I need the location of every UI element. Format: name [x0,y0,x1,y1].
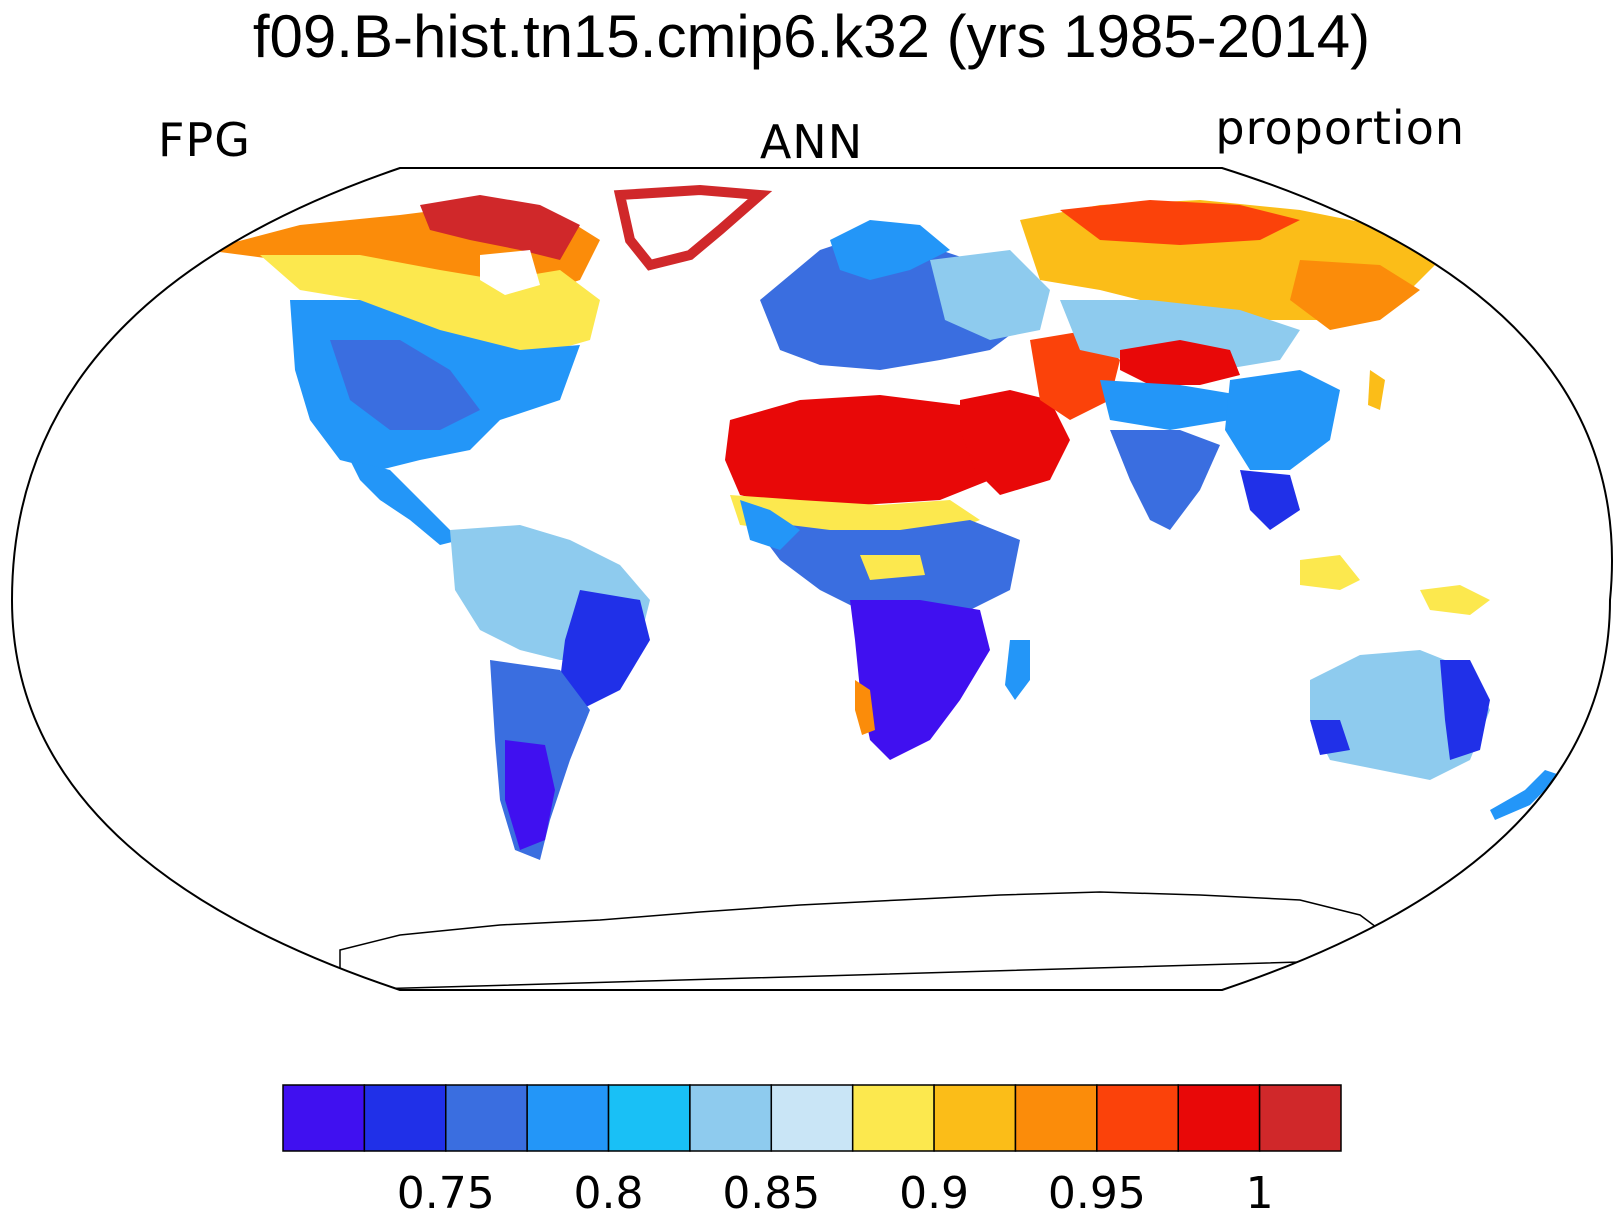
landmass-new-guinea [1420,585,1490,615]
landmass-china [1225,370,1340,470]
landmass-madagascar [1005,640,1030,700]
colorbar-box [607,1084,691,1152]
landmass-north-america-central [330,340,480,430]
colorbar-box [851,1084,935,1152]
colorbar-box [282,1084,366,1152]
landmass-scandinavia [830,220,950,280]
colorbar-tick-label: 1 [1246,1168,1274,1212]
landmass-antarctica [339,891,1381,990]
landmass-india [1110,430,1220,530]
colorbar-tick-label: 0.8 [574,1168,644,1212]
colorbar-box [1014,1084,1098,1152]
landmass-central-america [350,460,460,545]
colorbar-box [933,1084,1017,1152]
landmass-east-siberia [1290,260,1420,330]
colorbar-tick-label: 0.75 [397,1168,495,1212]
landmass-southern-africa [850,600,990,760]
units-label: proportion [1215,101,1465,155]
map-field [205,184,1560,990]
season-label: ANN [759,115,864,169]
landmass-south-america-east [560,590,650,710]
landmass-patagonia [505,740,555,850]
landmass-east-africa-highlands [860,555,925,580]
colorbar: 0.75 0.8 0.85 0.9 0.95 1 [282,1084,1342,1212]
colorbar-box [770,1084,854,1152]
landmass-sahara [725,395,1000,505]
landmass-australia-southwest [1310,720,1350,755]
colorbar-box [526,1084,610,1152]
landmass-tibet [1100,380,1240,430]
colorbar-box [1177,1084,1261,1152]
landmass-japan [1368,370,1385,410]
colorbar-box [1258,1084,1342,1152]
landmass-southeast-asia [1240,470,1300,530]
colorbar-tick-label: 0.95 [1048,1168,1146,1212]
landmass-eastern-europe [930,250,1050,340]
landmass-australia-east [1440,660,1490,760]
colorbar-box [445,1084,528,1152]
variable-label: FPG [158,113,251,167]
colorbar-tick-label: 0.9 [899,1168,969,1212]
colorbar-tick-label: 0.85 [722,1168,820,1212]
colorbar-box [1096,1084,1179,1152]
figure-title: f09.B-hist.tn15.cmip6.k32 (yrs 1985-2014… [252,3,1371,70]
landmass-north-siberia [1060,200,1300,245]
landmass-gobi [1120,340,1240,385]
landmass-namib [855,680,875,735]
landmass-canada-archipelago [420,195,580,260]
landmass-indonesia [1300,555,1360,590]
colorbar-box [363,1084,447,1152]
landmass-arabia [960,390,1070,495]
landmass-new-zealand [1490,770,1560,820]
landmass-hudson-bay [480,250,540,295]
landmass-greenland [613,184,773,271]
map-border [10,167,1613,991]
colorbar-box [689,1084,773,1152]
landmass-west-africa-coast [740,500,800,550]
